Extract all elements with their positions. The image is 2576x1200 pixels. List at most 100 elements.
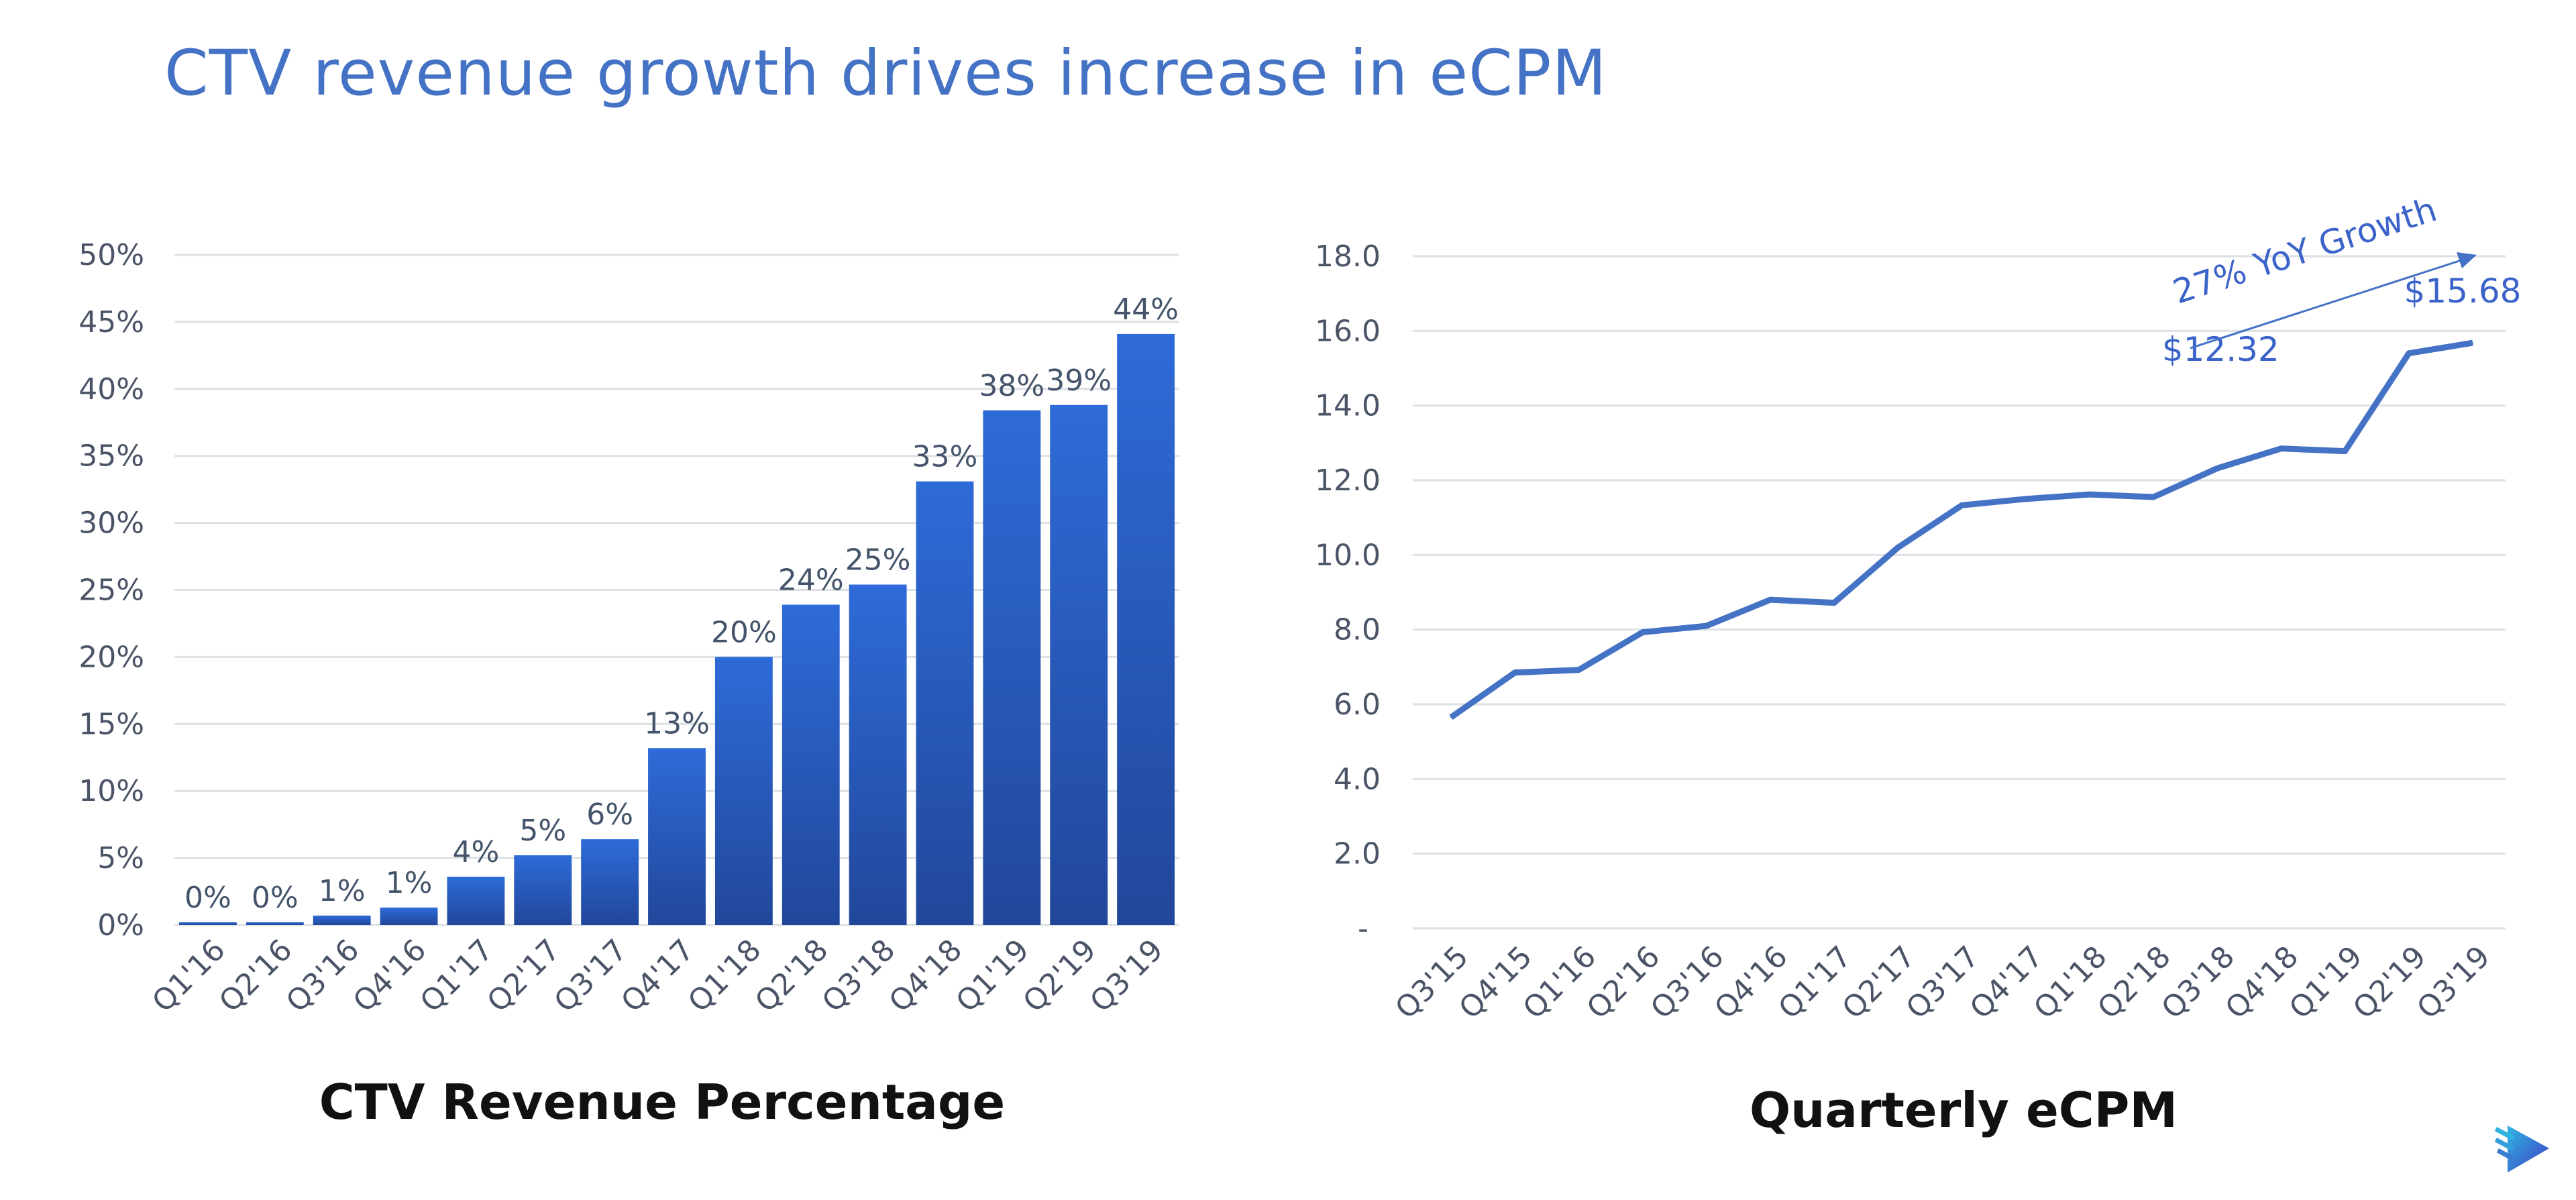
x-tick-label: Q2'19 [2347,940,2432,1026]
x-tick-label: Q3'17 [1900,940,1986,1026]
bar [1050,404,1108,925]
data-point [1578,669,1580,671]
bar [782,604,840,925]
x-tick-label: Q4'17 [614,933,700,1019]
data-label: 20% [711,615,777,649]
data-label: 6% [586,798,633,832]
y-tick-label: 15% [78,707,144,741]
bar [178,922,237,925]
annotation-label: $15.68 [2404,272,2522,311]
y-tick-label: 18.0 [1315,239,1381,274]
y-tick-label: 45% [78,305,144,339]
y-tick-label: 14.0 [1315,389,1381,423]
x-tick-label: Q2'16 [1580,940,1666,1026]
x-tick-label: Q4'16 [1708,940,1794,1026]
x-tick-label: Q4'17 [1964,940,2049,1026]
x-tick-label: Q1'17 [414,933,500,1019]
y-tick-label: 40% [78,372,144,406]
data-label: 13% [644,706,710,741]
data-point [2216,468,2218,470]
x-tick-label: Q4'16 [347,933,433,1019]
y-tick-label: 2.0 [1334,837,1381,871]
trend-annotation: 27% YoY Growth [2168,190,2441,312]
x-tick-label: Q3'17 [547,933,633,1019]
slide-title: CTV revenue growth drives increase in eC… [164,37,1607,110]
x-tick-label: Q1'16 [1517,940,1603,1026]
data-label: 33% [912,440,978,474]
x-tick-label: Q3'19 [2410,940,2496,1026]
x-tick-label: Q1'18 [682,933,767,1019]
data-point [1514,671,1516,673]
trend-arrow-line [2190,258,2464,349]
bar-chart: 0%5%10%15%20%25%30%35%40%45%50%0%Q1'160%… [78,238,1179,1019]
data-label: 44% [1113,292,1179,327]
data-label: 25% [845,543,911,578]
y-tick-label: 5% [97,841,144,875]
data-point [2088,494,2090,496]
y-tick-label: 10.0 [1315,538,1381,572]
data-point [2472,342,2473,344]
x-tick-label: Q2'18 [749,933,835,1019]
ecpm-line [1449,339,2473,720]
x-tick-label: Q3'15 [1389,940,1474,1026]
data-point [2344,450,2346,452]
x-tick-label: Q2'18 [2091,940,2177,1026]
x-tick-label: Q1'19 [950,933,1036,1019]
bar [246,922,304,925]
x-tick-label: Q4'18 [883,933,969,1019]
y-tick-label: 35% [78,439,144,474]
data-label: 1% [386,866,433,900]
y-tick-label: 8.0 [1334,613,1381,647]
line-chart: -2.04.06.08.010.012.014.016.018.0Q3'15Q4… [1315,190,2521,1026]
data-point [2025,498,2027,500]
bar [380,908,438,925]
x-tick-label: Q2'17 [481,933,567,1019]
y-tick-label: 30% [78,506,144,541]
x-tick-label: Q3'18 [816,933,902,1019]
data-point [1642,631,1644,633]
bar [581,839,639,925]
bar [714,657,773,925]
bar [648,748,706,925]
y-tick-label: 10% [78,774,144,808]
x-tick-label: Q1'17 [1772,940,1858,1026]
x-tick-label: Q3'16 [1644,940,1730,1026]
data-point [2280,447,2282,449]
play-arrow-logo [2494,1126,2549,1172]
x-tick-label: Q2'16 [213,933,299,1019]
data-point [2408,352,2410,354]
y-tick-label: 50% [78,238,144,272]
data-label: 5% [519,814,566,848]
x-tick-label: Q1'16 [146,933,231,1019]
x-tick-label: Q4'15 [1452,940,1538,1026]
y-tick-label: 6.0 [1334,688,1381,722]
y-tick-label: 25% [78,574,144,608]
bar [313,916,371,925]
x-tick-label: Q4'18 [2219,940,2305,1026]
bar [983,410,1041,925]
data-label: 1% [319,874,366,908]
data-point [1705,625,1707,627]
line-chart-title: Quarterly eCPM [1750,1082,2178,1138]
data-point [1450,716,1452,718]
bar [1117,333,1175,926]
x-tick-label: Q2'17 [1836,940,1922,1026]
data-point [1833,602,1835,604]
data-point [2153,496,2155,498]
data-label: 0% [184,881,231,915]
y-tick-label: 4.0 [1334,762,1381,796]
data-point [1769,599,1771,601]
x-tick-label: Q3'18 [2155,940,2241,1026]
x-tick-label: Q2'19 [1016,933,1102,1019]
data-label: 0% [252,881,299,915]
data-point [1897,547,1899,549]
y-tick-label: 20% [78,640,144,674]
data-label: 4% [452,835,499,869]
data-label: 24% [778,563,844,597]
y-tick-label: 0% [97,908,144,942]
y-tick-label: - [1358,912,1368,946]
data-point [1961,504,1963,506]
data-label: 39% [1046,364,1112,398]
arrow-head-icon [2457,252,2477,268]
x-tick-label: Q3'19 [1083,933,1169,1019]
